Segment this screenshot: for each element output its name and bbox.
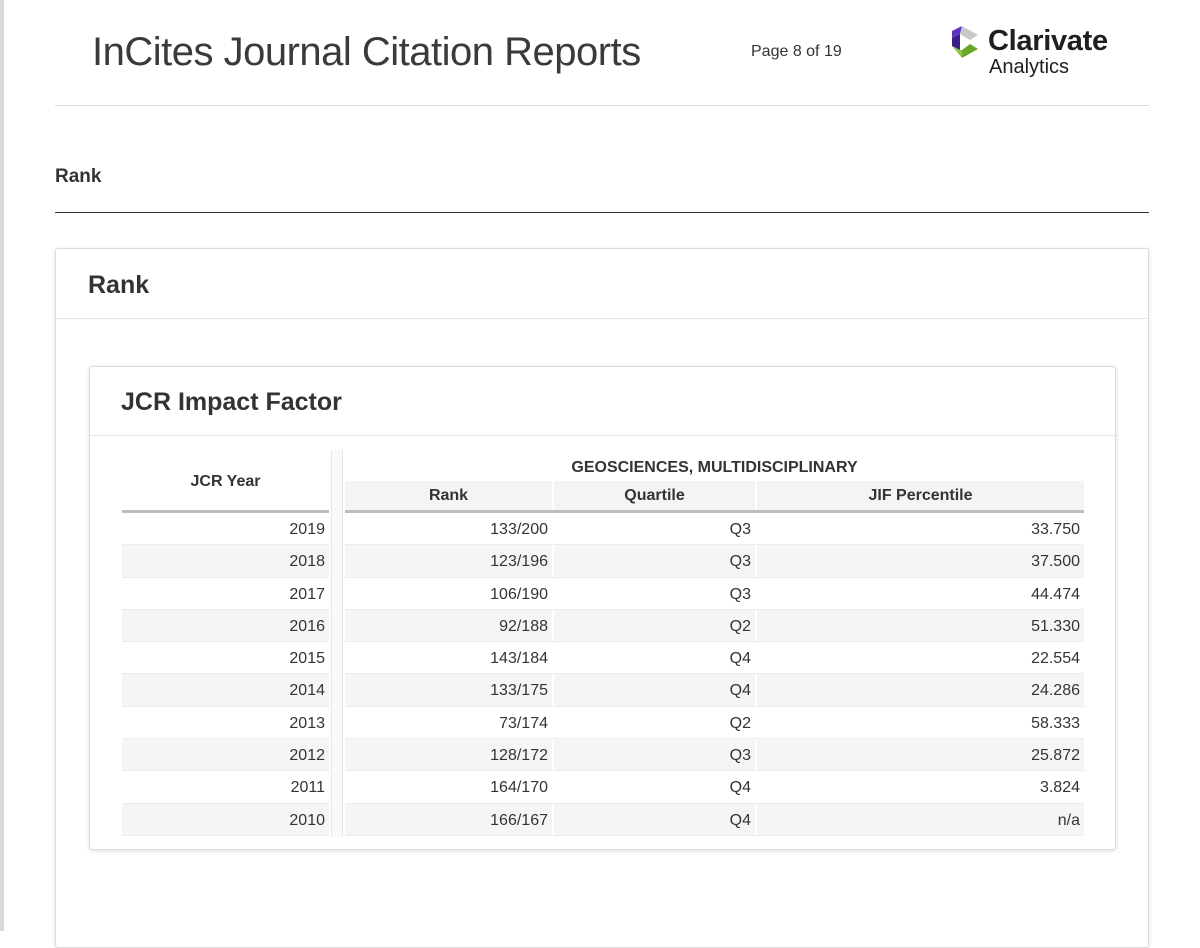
rank-cell: 133/200	[345, 513, 554, 545]
category-header: GEOSCIENCES, MULTIDISCIPLINARY	[571, 459, 858, 476]
rank-cell: 143/184	[345, 642, 554, 674]
rank-cell: 133/175	[345, 674, 554, 706]
jcr-panel-title: JCR Impact Factor	[121, 388, 342, 416]
quartile-cell: Q4	[554, 642, 757, 674]
column-divider	[331, 450, 343, 837]
year-cell: 2013	[289, 714, 325, 732]
quartile-cell: Q2	[554, 706, 757, 739]
quartile-cell: Q3	[554, 739, 757, 771]
table-row: 2017	[122, 578, 329, 610]
rank-cell: 166/167	[345, 803, 554, 835]
year-cell: 2014	[289, 682, 325, 700]
quartile-cell: Q3	[554, 513, 757, 545]
rank-column-header: Rank	[345, 481, 554, 510]
section-heading: Rank	[55, 166, 102, 187]
category-rows: 133/200 Q3 33.750 123/196 Q3 37.500 106/190 Q3 4…	[345, 513, 1084, 836]
quartile-cell: Q4	[554, 803, 757, 835]
rank-cell: 73/174	[345, 706, 554, 739]
table-row: 133/200 Q3 33.750	[345, 513, 1084, 546]
quartile-cell: Q4	[554, 674, 757, 706]
rank-cell: 164/170	[345, 771, 554, 803]
table-row: 2010	[122, 803, 329, 836]
year-cell: 2012	[289, 747, 325, 765]
jif-percentile-cell: 44.474	[1031, 585, 1080, 603]
jif-percentile-cell: 33.750	[1031, 521, 1080, 538]
table-row: 164/170 Q4 3.824	[345, 771, 1084, 804]
year-cell: 2016	[289, 617, 325, 635]
table-row: 2019	[122, 513, 329, 546]
rank-cell: 106/190	[345, 577, 554, 609]
jif-percentile-cell: n/a	[1057, 811, 1080, 829]
clarivate-logo: Clarivate Analytics	[948, 22, 1118, 82]
clarivate-logo-icon	[952, 26, 978, 58]
table-row: 166/167 Q4 n/a	[345, 803, 1084, 836]
jif-percentile-cell: 25.872	[1031, 747, 1080, 765]
page-indicator: Page 8 of 19	[751, 43, 842, 60]
report-title: InCites Journal Citation Reports	[92, 30, 641, 74]
table-row: 2013	[122, 707, 329, 740]
quartile-column-header: Quartile	[554, 481, 757, 510]
table-row: 92/188 Q2 51.330	[345, 609, 1084, 643]
year-column-header: JCR Year	[122, 450, 329, 513]
year-cell: 2017	[289, 585, 325, 603]
jif-percentile-cell: 58.333	[1031, 714, 1080, 732]
quartile-cell: Q3	[554, 577, 757, 609]
category-columns: GEOSCIENCES, MULTIDISCIPLINARY Rank Quar…	[345, 450, 1084, 836]
table-row: 2012	[122, 739, 329, 772]
jif-percentile-cell: 24.286	[1031, 682, 1080, 700]
table-row: 2015	[122, 642, 329, 675]
table-row: 2018	[122, 545, 329, 578]
jif-percentile-column-header: JIF Percentile	[757, 481, 1084, 510]
table-row: 133/175 Q4 24.286	[345, 674, 1084, 707]
jif-percentile-cell: 22.554	[1031, 650, 1080, 668]
jcr-panel-header: JCR Impact Factor	[90, 367, 1115, 436]
jif-percentile-cell: 37.500	[1031, 553, 1080, 571]
page-edge	[0, 0, 4, 931]
report-header: InCites Journal Citation Reports Page 8 …	[55, 0, 1149, 106]
jcr-impact-factor-panel: JCR Impact Factor JCR Year 2019 2018 2017 2…	[89, 366, 1116, 850]
logo-subtitle: Analytics	[989, 56, 1070, 78]
sub-headers: Rank Quartile JIF Percentile	[345, 481, 1084, 513]
year-column: JCR Year 2019 2018 2017 2016 2015 2014 2013 201…	[122, 450, 329, 836]
quartile-cell: Q4	[554, 771, 757, 803]
year-cell: 2015	[289, 650, 325, 668]
jif-percentile-cell: 51.330	[1031, 617, 1080, 635]
table-row: 123/196 Q3 37.500	[345, 545, 1084, 578]
table-row: 73/174 Q2 58.333	[345, 706, 1084, 740]
rank-cell: 92/188	[345, 609, 554, 642]
logo-name: Clarivate	[988, 25, 1108, 57]
table-row: 2011	[122, 771, 329, 804]
quartile-cell: Q2	[554, 609, 757, 642]
table-row: 106/190 Q3 44.474	[345, 577, 1084, 610]
rank-cell: 123/196	[345, 545, 554, 577]
rank-cell: 128/172	[345, 739, 554, 771]
year-header-label: JCR Year	[190, 473, 261, 490]
table-row: 128/172 Q3 25.872	[345, 739, 1084, 772]
rank-panel-title: Rank	[88, 271, 150, 299]
rank-panel-header: Rank	[56, 249, 1148, 319]
year-cell: 2019	[289, 521, 325, 538]
quartile-cell: Q3	[554, 545, 757, 577]
jif-percentile-cell: 3.824	[1039, 779, 1080, 797]
rank-panel: Rank JCR Impact Factor JCR Year 2019 2018…	[55, 248, 1149, 948]
table-row: 143/184 Q4 22.554	[345, 642, 1084, 675]
year-cell: 2018	[289, 553, 325, 571]
year-rows: 2019 2018 2017 2016 2015 2014 2013 2012 2011 2010	[122, 513, 329, 836]
table-row: 2014	[122, 674, 329, 707]
section-divider	[55, 212, 1149, 213]
year-cell: 2011	[290, 779, 325, 797]
table-row: 2016	[122, 609, 329, 643]
year-cell: 2010	[289, 811, 325, 829]
